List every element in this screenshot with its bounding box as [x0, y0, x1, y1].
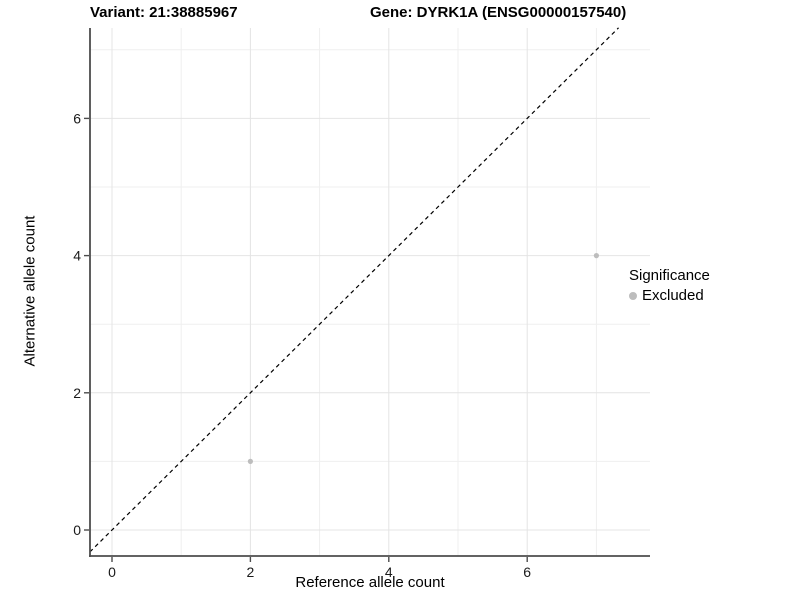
y-axis-title: Alternative allele count — [21, 215, 39, 367]
legend-item-excluded: Excluded — [629, 287, 710, 304]
variant-title: Variant: 21:38885967 — [90, 4, 238, 21]
gene-title: Gene: DYRK1A (ENSG00000157540) — [370, 4, 627, 21]
data-point — [593, 253, 600, 259]
tick-labels: 0 2 4 6 0 2 4 6 — [73, 110, 531, 580]
major-gridlines — [90, 28, 650, 556]
x-tick-label: 0 — [108, 564, 116, 580]
axis-lines — [89, 28, 650, 557]
identity-line-group — [89, 27, 619, 553]
y-tick-label: 6 — [73, 110, 81, 126]
x-tick-label: 4 — [385, 564, 393, 580]
legend-point-icon — [629, 291, 637, 300]
x-tick-label: 6 — [523, 564, 531, 580]
data-point — [247, 458, 253, 464]
y-tick-label: 4 — [73, 248, 81, 264]
y-tick-label: 0 — [73, 522, 81, 538]
identity-line — [89, 27, 619, 553]
legend-title: Significance — [629, 267, 710, 284]
legend: Significance Excluded — [629, 267, 710, 304]
x-tick-label: 2 — [247, 564, 255, 580]
minor-gridlines — [90, 28, 650, 556]
x-axis-title: Reference allele count — [295, 574, 445, 591]
axis-ticks — [84, 117, 528, 562]
data-points — [247, 253, 600, 464]
legend-item-label: Excluded — [642, 287, 704, 304]
y-tick-label: 2 — [73, 385, 81, 401]
